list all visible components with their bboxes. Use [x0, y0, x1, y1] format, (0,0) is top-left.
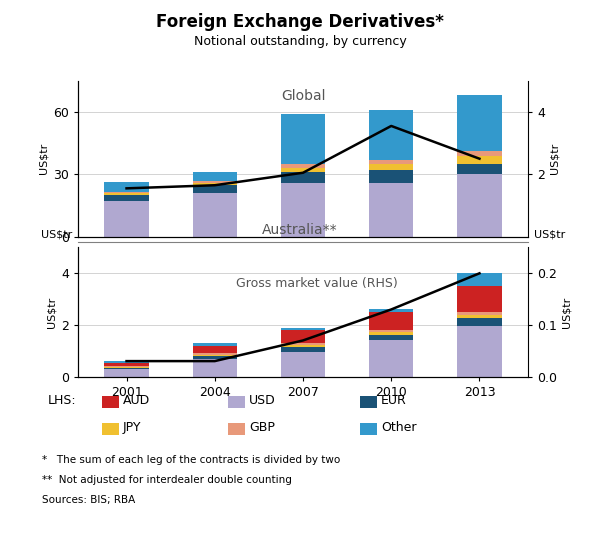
Bar	[104, 192, 149, 193]
Bar	[457, 312, 502, 315]
Bar	[369, 309, 413, 312]
Text: USD: USD	[249, 394, 276, 407]
Bar	[193, 172, 237, 181]
Bar	[281, 328, 325, 330]
Bar	[193, 355, 237, 356]
Bar	[104, 193, 149, 195]
Text: EUR: EUR	[381, 394, 407, 407]
Bar	[369, 312, 413, 330]
Bar	[457, 326, 502, 377]
Y-axis label: US$tr: US$tr	[549, 143, 559, 174]
Bar	[369, 182, 413, 237]
Bar	[281, 114, 325, 164]
Bar	[457, 164, 502, 174]
Bar	[369, 110, 413, 160]
Bar	[104, 182, 149, 192]
Text: Notional outstanding, by currency: Notional outstanding, by currency	[194, 35, 406, 48]
Bar	[369, 332, 413, 335]
Bar	[281, 352, 325, 377]
Text: LHS:: LHS:	[48, 394, 77, 407]
Bar	[281, 182, 325, 237]
Bar	[104, 363, 149, 366]
Bar	[457, 273, 502, 286]
Bar	[193, 358, 237, 377]
Text: US$tr: US$tr	[41, 229, 72, 239]
Bar	[104, 367, 149, 368]
Bar	[457, 286, 502, 312]
Bar	[281, 168, 325, 172]
Bar	[457, 151, 502, 155]
Text: Global: Global	[281, 88, 325, 103]
Text: Australia**: Australia**	[262, 223, 338, 237]
Text: AUD: AUD	[123, 394, 150, 407]
Bar	[281, 164, 325, 168]
Bar	[369, 341, 413, 377]
Bar	[369, 164, 413, 170]
Text: Other: Other	[381, 421, 416, 434]
Y-axis label: US$tr: US$tr	[47, 296, 57, 328]
Text: Gross market value (RHS): Gross market value (RHS)	[235, 277, 397, 290]
Bar	[457, 318, 502, 326]
Bar	[281, 330, 325, 343]
Y-axis label: US$tr: US$tr	[561, 296, 571, 328]
Bar	[104, 201, 149, 237]
Y-axis label: US$tr: US$tr	[39, 143, 49, 174]
Bar	[104, 195, 149, 201]
Bar	[193, 356, 237, 358]
Bar	[104, 370, 149, 377]
Bar	[457, 174, 502, 237]
Text: *   The sum of each leg of the contracts is divided by two: * The sum of each leg of the contracts i…	[42, 455, 340, 465]
Bar	[193, 185, 237, 193]
Bar	[193, 345, 237, 353]
Bar	[193, 353, 237, 355]
Text: JPY: JPY	[123, 421, 142, 434]
Text: GBP: GBP	[249, 421, 275, 434]
Bar	[281, 343, 325, 345]
Bar	[457, 315, 502, 318]
Bar	[457, 95, 502, 151]
Bar	[104, 368, 149, 370]
Text: **  Not adjusted for interdealer double counting: ** Not adjusted for interdealer double c…	[42, 475, 292, 485]
Bar	[104, 366, 149, 367]
Bar	[281, 348, 325, 352]
Text: Sources: BIS; RBA: Sources: BIS; RBA	[42, 495, 135, 506]
Bar	[369, 335, 413, 341]
Bar	[457, 155, 502, 164]
Bar	[193, 193, 237, 237]
Bar	[193, 343, 237, 345]
Bar	[281, 172, 325, 182]
Text: US$tr: US$tr	[534, 229, 565, 239]
Bar	[369, 160, 413, 164]
Bar	[193, 182, 237, 185]
Bar	[193, 181, 237, 182]
Bar	[369, 170, 413, 182]
Bar	[369, 330, 413, 332]
Bar	[104, 361, 149, 363]
Bar	[281, 345, 325, 348]
Text: Foreign Exchange Derivatives*: Foreign Exchange Derivatives*	[156, 13, 444, 31]
